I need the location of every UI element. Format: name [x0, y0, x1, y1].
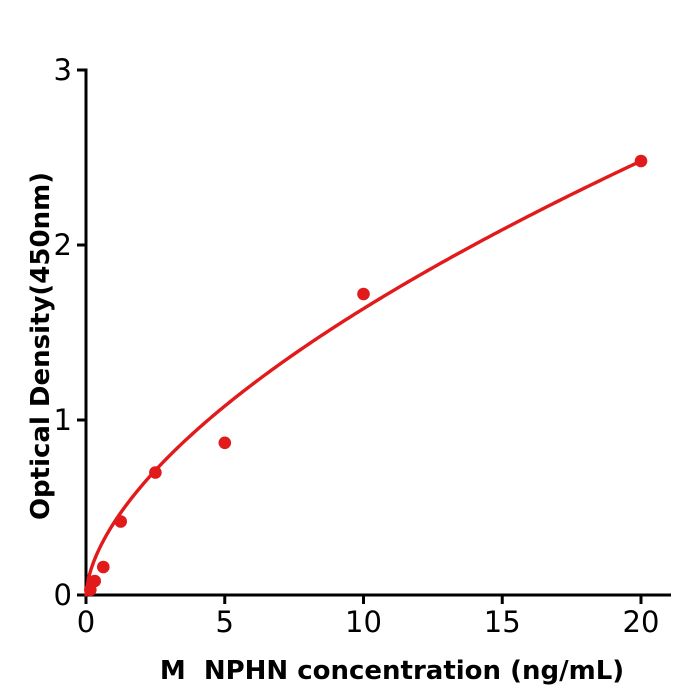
- y-tick-label: 1: [54, 403, 72, 437]
- data-point: [218, 436, 232, 450]
- data-point: [634, 154, 648, 168]
- data-point: [149, 466, 162, 479]
- x-tick-label: 10: [345, 605, 382, 639]
- y-tick-label: 0: [54, 578, 72, 612]
- x-tick-label: 15: [484, 605, 521, 639]
- x-tick-label: 20: [623, 605, 660, 639]
- x-tick-label: 0: [77, 605, 95, 639]
- y-tick-label: 2: [54, 228, 72, 262]
- data-point: [88, 574, 101, 588]
- data-point: [97, 560, 110, 574]
- fit-curve: [84, 159, 643, 597]
- data-point: [114, 515, 127, 528]
- x-axis-title: M NPHN concentration (ng/mL): [160, 656, 624, 686]
- x-tick-label: 5: [216, 605, 234, 639]
- data-point: [357, 287, 370, 301]
- y-tick-label: 3: [54, 53, 72, 87]
- y-axis-title: Optical Density(450nm): [26, 172, 56, 520]
